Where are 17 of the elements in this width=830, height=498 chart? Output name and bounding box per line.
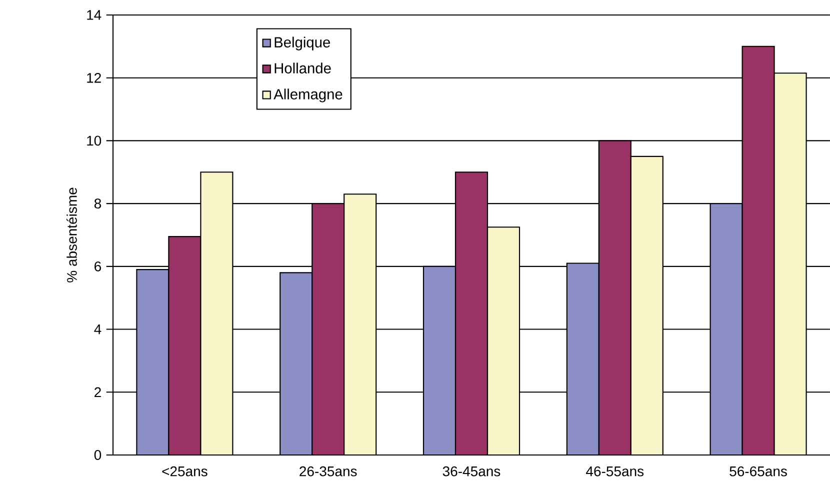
y-tick-label: 8: [94, 198, 102, 209]
legend-label: Hollande: [274, 62, 331, 74]
x-tick-label: 56-65ans: [730, 466, 787, 476]
y-tick-label: 12: [87, 72, 101, 83]
x-tick-label: 26-35ans: [300, 466, 357, 476]
x-tick-label: 46-55ans: [586, 466, 644, 476]
y-tick-label: 6: [94, 261, 102, 272]
x-tick-label: 36-45ans: [442, 466, 500, 476]
y-tick-label: 0: [94, 450, 102, 460]
y-tick-label: 2: [94, 387, 101, 398]
legend-label: Belgique: [274, 36, 330, 50]
y-tick-label: 4: [94, 324, 102, 334]
y-tick-label: 10: [87, 136, 102, 146]
y-axis-title: % absentéisme: [66, 188, 77, 282]
x-tick-label: <25ans: [162, 466, 208, 476]
legend-label: Allemagne: [274, 88, 342, 102]
y-tick-label: 14: [87, 10, 102, 20]
